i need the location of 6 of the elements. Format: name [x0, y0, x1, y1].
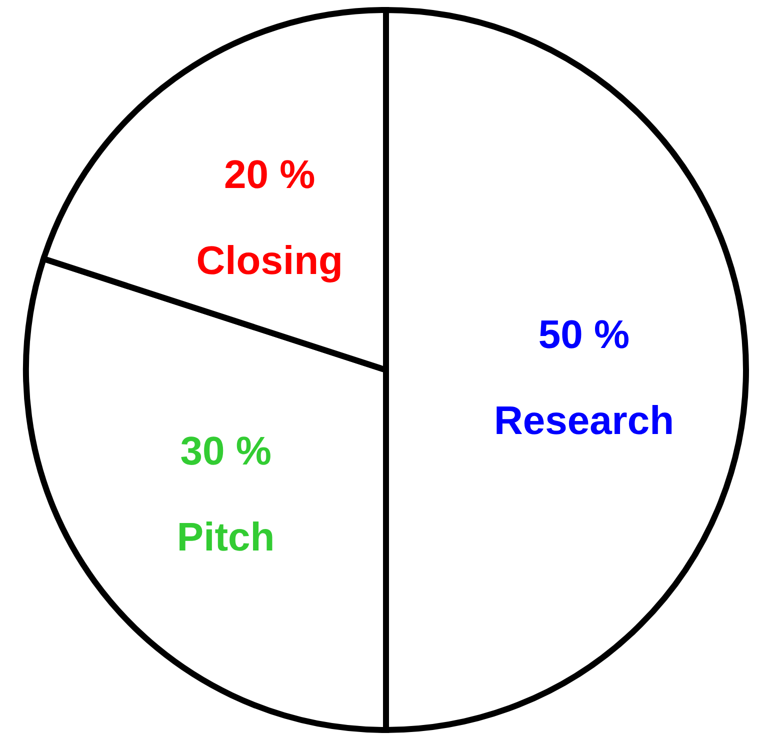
slice-label: Research: [494, 399, 674, 443]
data-label: 20 %: [224, 152, 316, 197]
data-label: 50 %: [538, 313, 630, 357]
slice-label: Closing: [196, 238, 343, 283]
data-label: 30 %: [180, 429, 272, 474]
slice-label: Pitch: [176, 515, 275, 560]
